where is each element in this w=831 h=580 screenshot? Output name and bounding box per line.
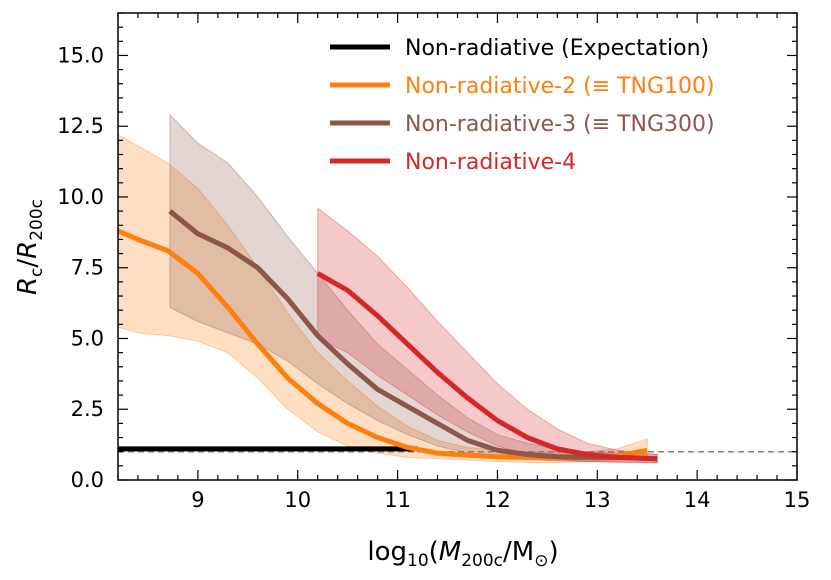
y-tick-label: 2.5	[71, 397, 104, 421]
y-tick-label: 15.0	[57, 43, 104, 67]
legend: Non-radiative (Expectation) Non-radiative…	[330, 36, 715, 175]
legend-label: Non-radiative-3 (≡ TNG300)	[405, 112, 715, 137]
line-non-radiative-3-tng300	[168, 209, 658, 462]
legend-label: Non-radiative-4	[405, 150, 576, 175]
y-tick-label: 12.5	[57, 114, 104, 138]
y-tick-label: 7.5	[71, 256, 104, 280]
x-tick-label: 9	[191, 488, 204, 512]
x-tick-label: 11	[384, 488, 411, 512]
x-tick-label: 12	[484, 488, 511, 512]
y-tick-label: 5.0	[71, 326, 104, 350]
x-tick-label: 15	[784, 488, 811, 512]
series-lines	[117, 209, 658, 462]
y-tick-label: 10.0	[57, 185, 104, 209]
y-tick-label: 0.0	[71, 468, 104, 492]
x-tick-label: 14	[684, 488, 711, 512]
x-tick-label: 10	[284, 488, 311, 512]
band-non-radiative-3-tng300	[169, 113, 658, 463]
tick-labels: 9 10 11 12 13 14 15 0.0 2.5 5.0 7.5 10.0 12.5 15.0	[57, 43, 810, 512]
plot-frame	[117, 12, 798, 481]
legend-label: Non-radiative-2 (≡ TNG100)	[405, 74, 715, 99]
x-axis-label: log10(M200c/M⊙)	[367, 537, 558, 571]
x-tick-label: 13	[584, 488, 611, 512]
y-axis-label: Rc/R200c	[13, 199, 47, 295]
axis-ticks	[117, 12, 798, 481]
legend-label: Non-radiative (Expectation)	[405, 36, 709, 61]
line-non-radiative-4	[316, 271, 658, 462]
